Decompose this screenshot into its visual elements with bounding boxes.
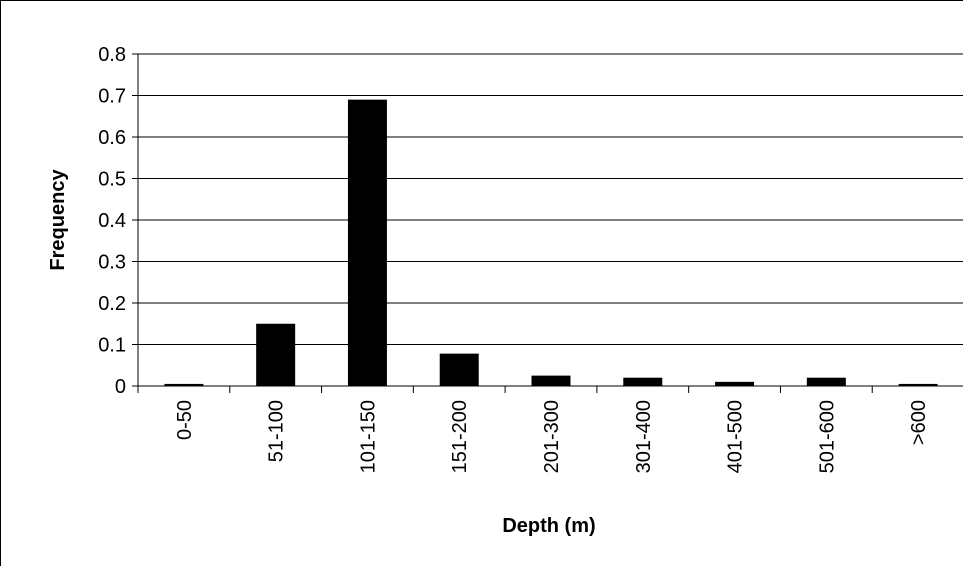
x-tick-label: 201-300 [541,400,563,473]
bar [715,381,755,386]
x-tick-label: >600 [908,400,930,445]
bar [898,383,938,386]
gridlines [138,53,963,345]
bar [164,383,204,386]
bar [806,377,846,386]
x-tick-label: 401-500 [725,400,747,473]
x-tick-label: 151-200 [449,400,471,473]
x-tick-label: 301-400 [633,400,655,473]
x-ticks: 0-50 51-100 101-150 151-200 201-300 301-400 40… [137,386,930,473]
y-tick-label: 0.5 [98,169,126,191]
y-tick-label: 0.4 [98,210,126,232]
x-axis-title: Depth (m) [502,515,595,537]
y-axis-title: Frequency [47,169,69,271]
x-tick-label: 0-50 [174,400,196,440]
bars [164,99,938,387]
y-tick-label: 0.2 [98,293,126,315]
bar [531,375,571,386]
bar [347,99,387,387]
y-ticks: 0 0.1 0.2 0.3 0.4 0.5 0.6 0.7 0.8 [98,44,138,398]
y-tick-label: 0.1 [98,335,126,357]
y-tick-label: 0.8 [98,44,126,66]
y-tick-label: 0 [115,376,126,398]
x-tick-label: 101-150 [357,400,379,473]
x-tick-label: 51-100 [266,400,288,462]
bar [256,323,296,386]
bar [623,377,663,386]
y-tick-label: 0.7 [98,86,126,108]
x-tick-label: 501-600 [816,400,838,473]
bar [439,353,479,386]
y-tick-label: 0.3 [98,252,126,274]
y-tick-label: 0.6 [98,127,126,149]
